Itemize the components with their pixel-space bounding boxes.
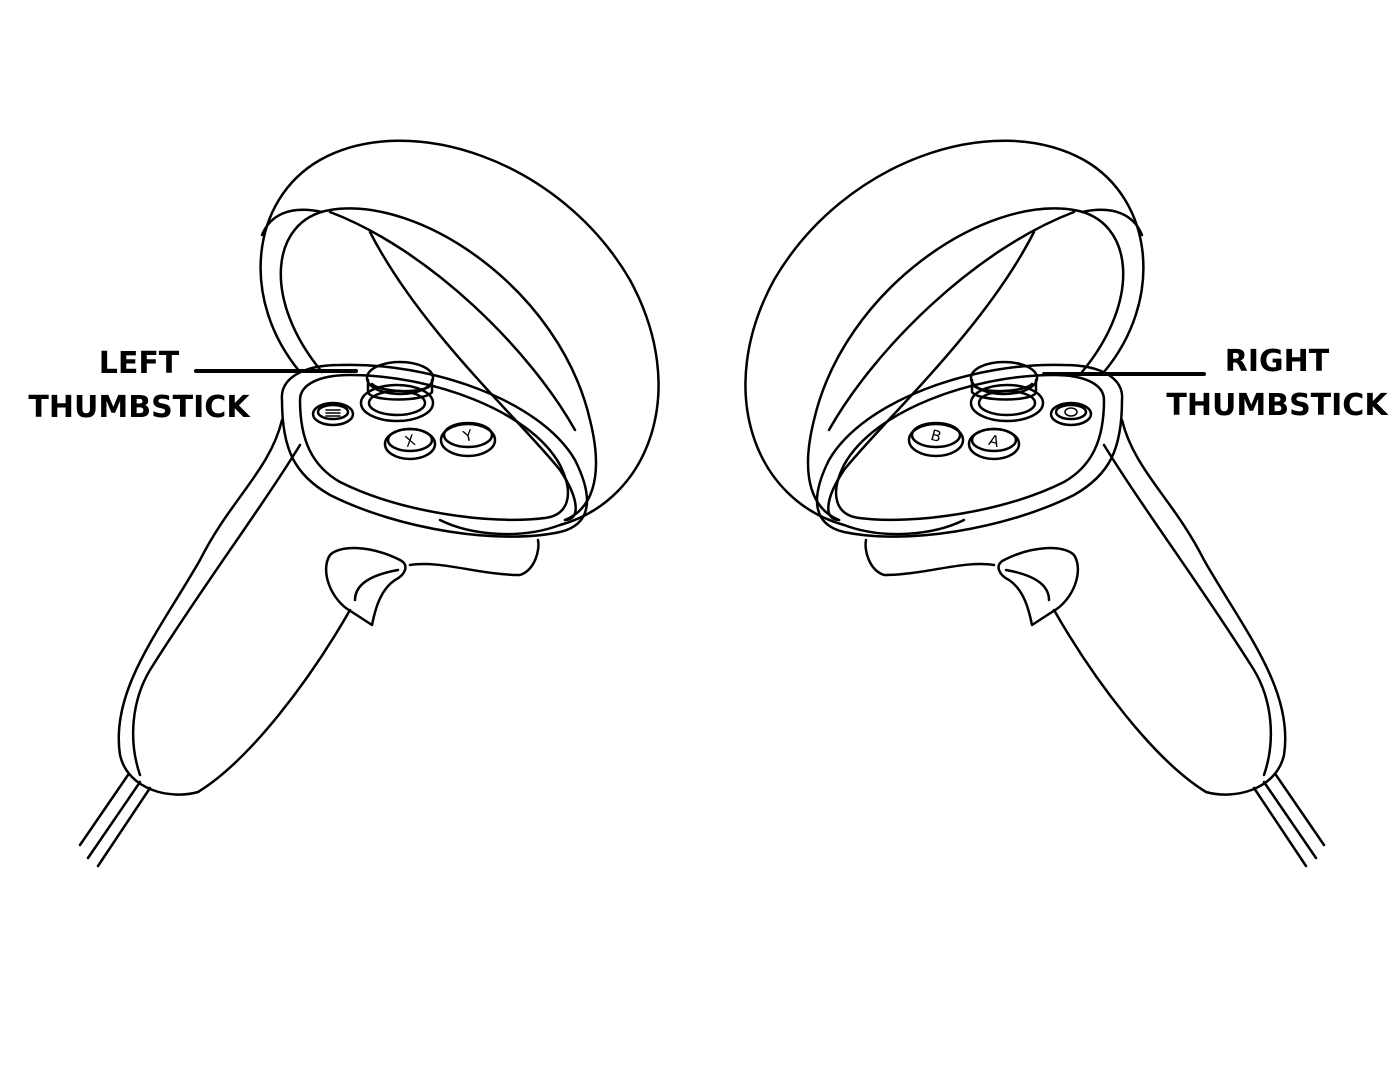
left-controller <box>78 139 660 868</box>
right-thumbstick-base <box>969 383 1045 423</box>
left-thumbstick-callout: LEFT THUMBSTICK <box>28 342 250 430</box>
right-cable <box>1252 773 1326 868</box>
left-menu-button <box>311 401 355 427</box>
left-tracking-ring <box>259 139 660 536</box>
left-trigger <box>324 546 407 627</box>
right-face-plate <box>815 363 1124 538</box>
left-callout-line2: THUMBSTICK <box>28 390 250 425</box>
right-thumbstick-callout: RIGHT THUMBSTICK <box>1166 340 1388 428</box>
right-handle <box>1052 418 1287 796</box>
left-x-button-label: X <box>403 431 418 451</box>
right-thumbstick <box>969 360 1039 396</box>
left-handle <box>117 418 352 796</box>
right-ring-inner <box>806 207 1125 522</box>
right-callout-line1: RIGHT <box>1224 344 1330 379</box>
right-b-button-label: B <box>929 426 944 446</box>
left-face-plate <box>280 363 589 538</box>
left-thumbstick-base <box>359 383 435 423</box>
right-tracking-ring <box>744 139 1145 536</box>
left-thumbstick <box>365 360 435 396</box>
left-cable <box>78 773 152 868</box>
left-y-button-label: Y <box>460 426 475 446</box>
right-oculus-button <box>1049 401 1093 427</box>
left-ring-inner <box>279 207 598 522</box>
left-callout-line1: LEFT <box>98 346 180 381</box>
right-callout-line2: THUMBSTICK <box>1166 388 1388 423</box>
right-trigger <box>997 546 1080 627</box>
right-controller <box>744 139 1326 868</box>
right-a-button-label: A <box>987 431 1002 451</box>
